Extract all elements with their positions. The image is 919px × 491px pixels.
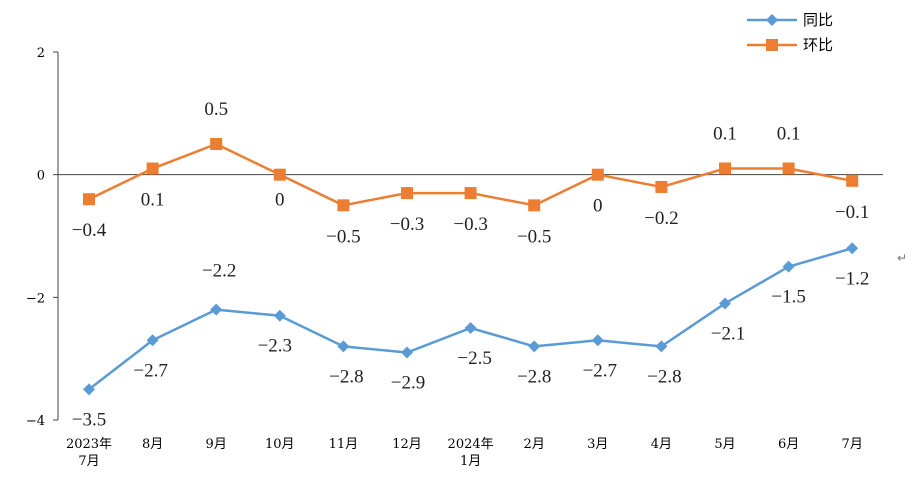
data-point-mom — [337, 199, 350, 212]
x-tick-label: 2月 — [524, 437, 545, 452]
data-label-mom: −0.3 — [453, 214, 487, 235]
data-label-mom: 0.1 — [141, 190, 165, 211]
x-tick-label-line: 10月 — [265, 437, 295, 452]
data-point-mom — [719, 162, 731, 175]
data-label-yoy: −2.5 — [457, 348, 491, 369]
legend-marker-diamond — [766, 14, 778, 26]
data-label-yoy: −2.9 — [391, 373, 425, 394]
data-label-mom: 0.5 — [204, 99, 228, 120]
x-tick-label-line: 7月 — [78, 454, 99, 469]
data-point-mom — [782, 162, 795, 175]
y-tick-label: −4 — [26, 414, 45, 429]
data-point-mom — [146, 162, 159, 175]
x-tick-label-line: 11月 — [329, 437, 359, 452]
data-point-yoy — [401, 346, 413, 359]
x-tick-label-line: 9月 — [206, 437, 227, 452]
data-label-mom: −0.4 — [72, 220, 107, 241]
x-tick-label: 8月 — [142, 437, 163, 452]
data-point-mom — [591, 168, 604, 181]
data-point-mom — [464, 187, 477, 200]
data-label-yoy: −1.2 — [835, 268, 869, 289]
series-markers — [83, 138, 859, 396]
data-point-mom — [528, 199, 541, 212]
x-tick-label-line: 6月 — [778, 437, 799, 452]
data-label-mom: 0 — [593, 196, 603, 217]
legend-marker-square — [766, 39, 778, 51]
data-label-yoy: −3.5 — [72, 409, 106, 430]
data-label-yoy: −2.2 — [202, 261, 236, 282]
x-tick-label: 3月 — [587, 437, 608, 452]
x-tick-label-line: 2月 — [524, 437, 545, 452]
x-tick-label: 12月 — [392, 437, 422, 452]
x-tick-label: 2023年 7月 — [66, 437, 112, 469]
x-tick-label: 5月 — [714, 437, 735, 452]
x-tick-label: 11月 — [329, 437, 359, 452]
x-tick-label: 4月 — [651, 437, 672, 452]
x-tick-label: 7月 — [842, 437, 863, 452]
x-tick-label-line: 2024年 — [448, 437, 494, 452]
data-point-yoy — [210, 303, 223, 316]
data-point-yoy — [273, 309, 286, 322]
y-tick-label: 2 — [37, 46, 45, 61]
x-tick-label-line: 12月 — [392, 437, 422, 452]
y-tick-label: −2 — [26, 291, 45, 306]
data-label-yoy: −2.8 — [517, 366, 551, 387]
x-tick-label-line: 4月 — [651, 437, 672, 452]
x-tick-label-line: 7月 — [842, 437, 863, 452]
legend-label: 同比 — [803, 11, 833, 29]
data-point-yoy — [528, 340, 541, 353]
x-tick-label-line: 5月 — [714, 437, 735, 452]
data-point-mom — [273, 168, 286, 181]
data-label-mom: −0.5 — [326, 226, 360, 247]
data-label-yoy: −1.5 — [771, 287, 805, 308]
data-labels: −3.5 −2.7 −2.2 −2.3 −2.8 −2.9 −2.5 −2.8 −2.7 −2.8… — [72, 99, 870, 430]
data-point-yoy — [719, 297, 731, 310]
data-label-yoy: −2.8 — [329, 366, 363, 387]
data-point-yoy — [83, 383, 95, 396]
x-tick-label-line: 3月 — [587, 437, 608, 452]
data-label-mom: 0 — [275, 190, 285, 211]
x-tick-label: 2024年 1月 — [448, 437, 494, 469]
data-label-mom: 0.1 — [713, 124, 737, 145]
data-point-yoy — [337, 340, 350, 353]
x-tick-label-line: 1月 — [460, 454, 481, 469]
data-point-mom — [655, 180, 668, 193]
data-label-yoy: −2.8 — [647, 366, 681, 387]
x-tick-label: 9月 — [206, 437, 227, 452]
data-label-yoy: −2.7 — [583, 360, 617, 381]
data-point-yoy — [782, 260, 795, 273]
x-tick-label: 6月 — [778, 437, 799, 452]
data-point-yoy — [846, 242, 859, 255]
data-label-mom: 0.1 — [777, 124, 801, 145]
x-tick-label: 10月 — [265, 437, 295, 452]
data-label-yoy: −2.1 — [711, 323, 745, 344]
data-label-yoy: −2.7 — [133, 360, 167, 381]
legend-label: 环比 — [803, 36, 833, 54]
x-tick-label-line: 2023年 — [66, 437, 112, 452]
data-point-yoy — [591, 334, 604, 347]
data-label-mom: −0.3 — [390, 214, 424, 235]
data-point-mom — [210, 138, 223, 150]
data-point-mom — [846, 174, 859, 187]
data-point-yoy — [655, 340, 668, 353]
x-tick-label-line: 8月 — [142, 437, 163, 452]
data-point-mom — [83, 193, 95, 206]
data-label-mom: −0.5 — [517, 226, 551, 247]
chart-axes: 2 0 −2 −4 2023年 7月 8月 9月 10月 11月 12月 2024年 1月 2月 3月 4月 5… — [26, 46, 883, 469]
y-tick-label: 0 — [37, 169, 45, 184]
data-label-mom: −0.1 — [835, 202, 869, 223]
paragraph-return-mark: ↵ — [897, 251, 907, 265]
data-label-mom: −0.2 — [644, 208, 678, 229]
data-point-yoy — [464, 322, 477, 334]
data-label-yoy: −2.3 — [258, 336, 292, 357]
data-point-mom — [401, 187, 413, 200]
data-point-yoy — [146, 334, 159, 347]
